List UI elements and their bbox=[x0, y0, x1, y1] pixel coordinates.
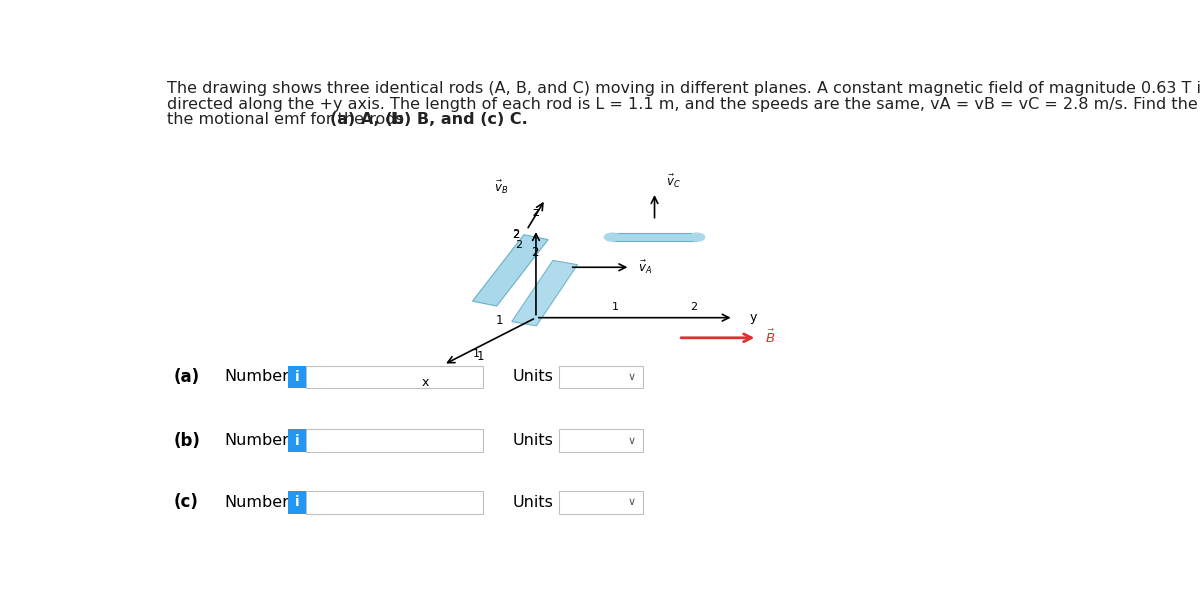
Text: (b): (b) bbox=[173, 432, 200, 450]
Text: 2: 2 bbox=[690, 302, 697, 312]
Text: i: i bbox=[295, 495, 299, 509]
Text: 1: 1 bbox=[478, 349, 485, 362]
FancyBboxPatch shape bbox=[559, 365, 643, 388]
Text: Units: Units bbox=[512, 495, 553, 510]
Text: 1: 1 bbox=[473, 349, 480, 359]
Polygon shape bbox=[511, 260, 577, 326]
Text: $\vec{v}_B$: $\vec{v}_B$ bbox=[494, 178, 508, 196]
Text: Number: Number bbox=[224, 370, 289, 384]
FancyBboxPatch shape bbox=[288, 429, 306, 452]
Text: 2: 2 bbox=[511, 228, 520, 241]
Text: Units: Units bbox=[512, 370, 553, 384]
Text: $\vec{B}$: $\vec{B}$ bbox=[764, 328, 775, 346]
Text: ∨: ∨ bbox=[628, 436, 636, 446]
FancyBboxPatch shape bbox=[559, 491, 643, 514]
FancyBboxPatch shape bbox=[306, 491, 482, 514]
Text: $\vec{v}_C$: $\vec{v}_C$ bbox=[666, 173, 680, 190]
Text: the motional emf for the rods: the motional emf for the rods bbox=[167, 112, 409, 127]
Text: i: i bbox=[295, 370, 299, 384]
Text: x: x bbox=[421, 376, 428, 389]
Polygon shape bbox=[612, 233, 697, 241]
Text: ∨: ∨ bbox=[628, 498, 636, 507]
Text: $\vec{v}_A$: $\vec{v}_A$ bbox=[637, 259, 652, 276]
Text: (a): (a) bbox=[173, 368, 199, 386]
Circle shape bbox=[689, 233, 704, 241]
Text: 1: 1 bbox=[612, 302, 618, 312]
Text: i: i bbox=[295, 434, 299, 448]
Text: Units: Units bbox=[512, 434, 553, 448]
FancyBboxPatch shape bbox=[288, 365, 306, 388]
Polygon shape bbox=[473, 235, 548, 306]
FancyBboxPatch shape bbox=[306, 429, 482, 452]
Text: directed along the +y axis. The length of each rod is L = 1.1 m, and the speeds : directed along the +y axis. The length o… bbox=[167, 97, 1200, 111]
Text: 2: 2 bbox=[532, 246, 539, 259]
Text: (a) A, (b) B, and (c) C.: (a) A, (b) B, and (c) C. bbox=[330, 112, 528, 127]
Text: Number: Number bbox=[224, 495, 289, 510]
Text: (c): (c) bbox=[173, 493, 198, 511]
Text: ∨: ∨ bbox=[628, 372, 636, 382]
Text: 1: 1 bbox=[496, 314, 503, 327]
FancyBboxPatch shape bbox=[306, 365, 482, 388]
FancyBboxPatch shape bbox=[288, 491, 306, 514]
Text: y: y bbox=[750, 311, 757, 324]
Circle shape bbox=[605, 233, 620, 241]
Text: 2: 2 bbox=[515, 239, 522, 250]
Text: 2: 2 bbox=[512, 230, 520, 240]
Text: z: z bbox=[533, 206, 539, 220]
Text: Number: Number bbox=[224, 434, 289, 448]
FancyBboxPatch shape bbox=[559, 429, 643, 452]
Text: The drawing shows three identical rods (A, B, and C) moving in different planes.: The drawing shows three identical rods (… bbox=[167, 81, 1200, 96]
